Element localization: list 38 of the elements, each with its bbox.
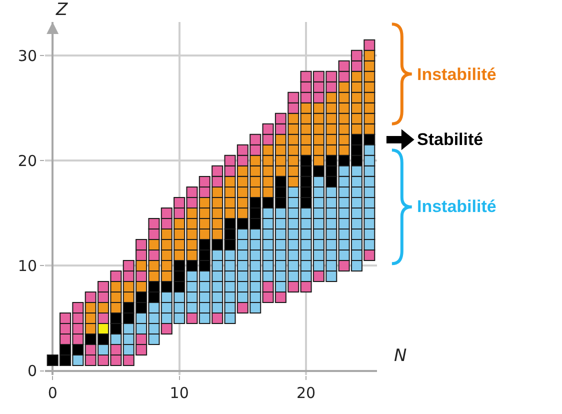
- point: [224, 218, 236, 230]
- point: [274, 186, 286, 198]
- text: Instabilité: [417, 65, 496, 84]
- x-axis-title: N: [394, 346, 407, 366]
- point: [300, 154, 312, 166]
- point: [60, 344, 72, 356]
- point: [326, 165, 338, 177]
- point: [174, 260, 186, 272]
- point: [136, 292, 148, 304]
- y-tick-label: 20: [18, 152, 37, 170]
- point: [98, 323, 110, 335]
- point: [174, 270, 186, 282]
- y-tick-label: 30: [18, 46, 37, 65]
- x-tick-label: 10: [170, 384, 189, 402]
- point: [300, 186, 312, 198]
- y-tick-label: 10: [18, 256, 37, 275]
- point: [110, 312, 122, 324]
- point: [198, 249, 210, 261]
- point: [274, 176, 286, 188]
- point: [122, 302, 134, 314]
- point: [300, 165, 312, 177]
- x-tick-label: 20: [296, 384, 316, 402]
- point: [326, 154, 338, 166]
- y-axis-title: Z: [55, 0, 68, 20]
- point: [350, 134, 362, 146]
- point: [60, 354, 72, 366]
- point: [250, 207, 262, 219]
- point: [46, 354, 58, 366]
- point: [198, 238, 210, 250]
- point: [224, 228, 236, 240]
- point: [250, 196, 262, 208]
- point: [350, 144, 362, 156]
- x-tick-label: 0: [48, 384, 58, 402]
- text: Stabilité: [417, 130, 484, 149]
- y-tick-label: 0: [27, 362, 37, 380]
- text: Instabilité: [417, 197, 496, 216]
- point: [148, 281, 160, 292]
- point: [300, 176, 312, 188]
